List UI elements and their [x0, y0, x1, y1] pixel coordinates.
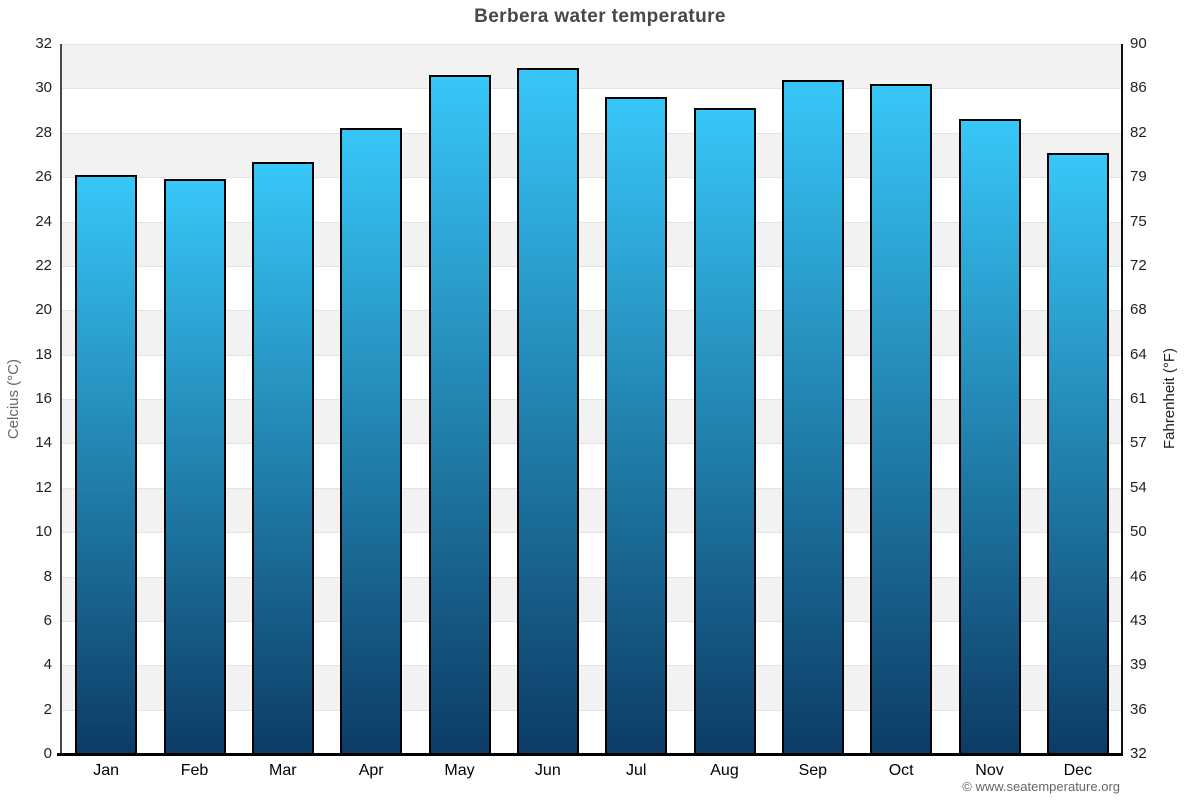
month-label-oct: Oct — [888, 762, 914, 779]
plot-band-gray — [62, 132, 1122, 178]
plot-band-gray — [62, 487, 1122, 533]
bar-feb[interactable] — [163, 179, 226, 754]
fahrenheit-tick-54: 54 — [1130, 478, 1147, 496]
gridline — [62, 177, 1122, 179]
gridline — [62, 132, 1122, 134]
plot-band-gray — [62, 310, 1122, 355]
celsius-axis-line — [60, 44, 62, 754]
gridline — [62, 443, 1122, 445]
gridline — [62, 665, 1122, 667]
celsius-tick-18: 18 — [35, 345, 52, 363]
plot-band-white — [62, 709, 1122, 754]
plot-band-white — [62, 88, 1122, 133]
bar-aug[interactable] — [693, 108, 756, 754]
fahrenheit-tick-57: 57 — [1130, 434, 1147, 452]
fahrenheit-tick-72: 72 — [1130, 256, 1147, 274]
celsius-tick-8: 8 — [43, 567, 52, 585]
bar-nov[interactable] — [958, 119, 1021, 754]
bar-sep[interactable] — [781, 79, 844, 754]
gridline — [62, 354, 1122, 356]
gridline — [62, 576, 1122, 578]
month-label-may: May — [444, 762, 475, 779]
celsius-tick-26: 26 — [35, 168, 52, 186]
celsius-tick-14: 14 — [35, 434, 52, 452]
gridline — [62, 44, 1122, 45]
chart-title: Berbera water temperature — [474, 6, 726, 27]
fahrenheit-axis-line — [1121, 44, 1123, 754]
plot-band-white — [62, 443, 1122, 488]
bar-jul[interactable] — [605, 97, 668, 754]
fahrenheit-tick-64: 64 — [1130, 345, 1147, 363]
fahrenheit-tick-79: 79 — [1130, 168, 1147, 186]
bar-apr[interactable] — [340, 128, 403, 754]
plot-area — [62, 44, 1122, 754]
fahrenheit-tick-39: 39 — [1130, 656, 1147, 674]
plot-band-gray — [62, 399, 1122, 444]
fahrenheit-tick-90: 90 — [1130, 35, 1147, 52]
month-label-feb: Feb — [180, 762, 209, 779]
month-label-mar: Mar — [269, 762, 297, 779]
fahrenheit-tick-46: 46 — [1130, 567, 1147, 585]
celsius-tick-2: 2 — [43, 700, 52, 718]
fahrenheit-tick-36: 36 — [1130, 700, 1147, 718]
celsius-tick-10: 10 — [35, 523, 52, 541]
gridline — [62, 620, 1122, 622]
gridline — [62, 221, 1122, 223]
plot-band-white — [62, 354, 1122, 399]
gridline — [62, 310, 1122, 312]
fahrenheit-tick-82: 82 — [1130, 123, 1147, 141]
month-label-dec: Dec — [1063, 762, 1093, 779]
celsius-tick-22: 22 — [35, 256, 52, 274]
celsius-tick-32: 32 — [35, 35, 52, 52]
plot-band-gray — [62, 576, 1122, 621]
month-label-jan: Jan — [93, 762, 120, 779]
fahrenheit-tick-61: 61 — [1130, 390, 1147, 407]
plot-band-white — [62, 620, 1122, 666]
fahrenheit-tick-43: 43 — [1130, 611, 1147, 629]
celsius-tick-12: 12 — [35, 478, 52, 496]
copyright-link[interactable]: © www.seatemperature.org — [962, 779, 1120, 794]
plot-band-white — [62, 532, 1122, 577]
celsius-tick-20: 20 — [35, 301, 52, 319]
fahrenheit-tick-50: 50 — [1130, 523, 1147, 541]
celsius-tick-16: 16 — [35, 390, 52, 407]
month-label-jul: Jul — [625, 762, 647, 779]
gridline — [62, 88, 1122, 90]
celsius-tick-6: 6 — [43, 611, 52, 629]
plot-band-gray — [62, 44, 1122, 89]
plot-band-gray — [62, 221, 1122, 266]
month-label-sep: Sep — [798, 762, 828, 779]
bar-dec[interactable] — [1046, 152, 1109, 754]
plot-band-white — [62, 177, 1122, 222]
month-label-jun: Jun — [534, 762, 561, 779]
celsius-tick-30: 30 — [35, 79, 52, 97]
bar-mar[interactable] — [251, 161, 314, 754]
gridline — [62, 265, 1122, 267]
month-label-nov: Nov — [975, 762, 1004, 779]
fahrenheit-tick-75: 75 — [1130, 212, 1147, 230]
gridline — [62, 399, 1122, 400]
celsius-tick-24: 24 — [35, 212, 52, 230]
bar-oct[interactable] — [870, 83, 933, 754]
month-label-apr: Apr — [358, 762, 384, 779]
plot-band-gray — [62, 665, 1122, 710]
gridline — [62, 487, 1122, 489]
fahrenheit-tick-32: 32 — [1130, 745, 1147, 762]
fahrenheit-tick-68: 68 — [1130, 301, 1147, 319]
bar-jun[interactable] — [516, 68, 579, 754]
plot-band-white — [62, 265, 1122, 311]
bar-may[interactable] — [428, 75, 491, 754]
celsius-tick-4: 4 — [43, 656, 52, 674]
bar-jan[interactable] — [75, 174, 138, 754]
gridline — [62, 709, 1122, 711]
gridline — [62, 532, 1122, 534]
celsius-tick-28: 28 — [35, 123, 52, 141]
celsius-tick-0: 0 — [43, 745, 52, 762]
x-axis-line — [57, 753, 1123, 756]
month-label-aug: Aug — [710, 762, 739, 779]
fahrenheit-tick-86: 86 — [1130, 79, 1147, 97]
